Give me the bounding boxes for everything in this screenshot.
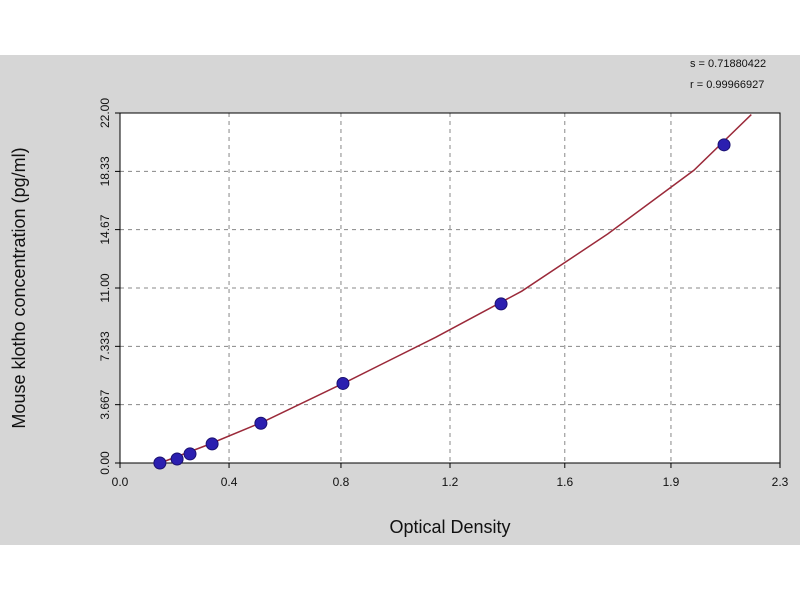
data-point (254, 416, 268, 430)
x-tick-label: 1.9 (663, 475, 680, 489)
fit-curve (159, 114, 752, 464)
annotation: r = 0.99966927 (690, 79, 764, 91)
y-tick-label: 7.333 (98, 331, 112, 361)
y-tick-label: 18.33 (98, 156, 112, 186)
y-tick-label: 11.00 (98, 273, 112, 302)
y-tick-label: 0.00 (98, 451, 112, 475)
plot-border (119, 112, 781, 464)
data-point (494, 297, 508, 311)
x-tick-label: 0.8 (333, 475, 350, 489)
y-tick-label: 22.00 (98, 98, 112, 128)
x-tick-label: 2.3 (772, 475, 789, 489)
annotation: s = 0.71880422 (690, 58, 766, 70)
data-point (170, 452, 184, 466)
x-tick-label: 1.2 (442, 475, 459, 489)
data-point (205, 437, 219, 451)
x-tick-label: 1.6 (556, 475, 573, 489)
y-axis-title: Mouse klotho concentration (pg/ml) (9, 147, 29, 428)
x-tick-label: 0.4 (221, 475, 238, 489)
y-tick-label: 3.667 (98, 389, 112, 419)
data-point (183, 447, 197, 461)
y-tick-label: 14.67 (98, 214, 112, 244)
data-point (153, 456, 167, 470)
data-point (336, 376, 350, 390)
x-tick-label: 0.0 (112, 475, 129, 489)
x-axis-title: Optical Density (389, 517, 510, 537)
data-point (717, 138, 731, 152)
